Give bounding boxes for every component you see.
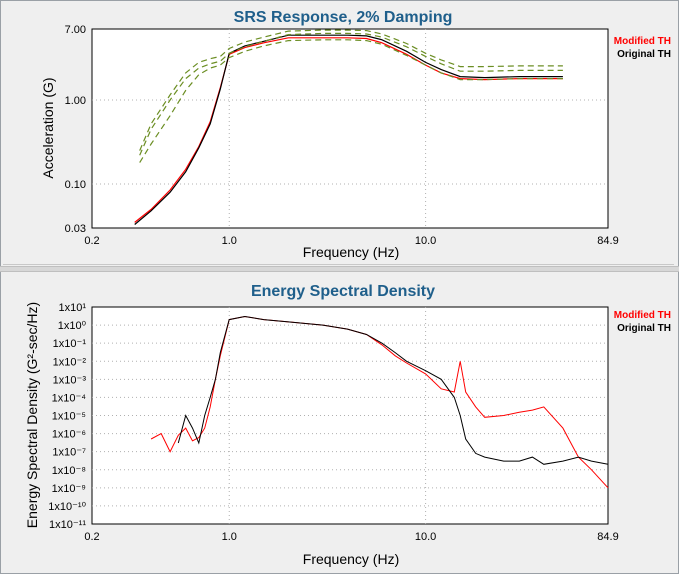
- y-tick-label: 0.10: [65, 179, 86, 191]
- x-axis-label: Frequency (Hz): [303, 551, 399, 567]
- y-axis-label: Energy Spectral Density (G²-sec/Hz): [24, 302, 40, 528]
- y-tick-label: 1x10⁻³: [53, 374, 87, 386]
- y-tick-label: 7.00: [65, 24, 86, 36]
- legend-original-th: Original TH: [617, 49, 671, 60]
- x-tick-label: 84.9: [597, 531, 618, 543]
- y-tick-label: 1x10¹: [58, 302, 86, 314]
- y-tick-label: 1x10⁰: [58, 320, 87, 332]
- y-tick-label: 0.03: [65, 223, 86, 235]
- x-tick-label: 10.0: [415, 531, 436, 543]
- y-tick-label: 1x10⁻⁴: [52, 392, 87, 404]
- y-ticks: 1x10¹ 1x10⁰ 1x10⁻¹ 1x10⁻² 1x10⁻³ 1x10⁻⁴ 1x10⁻⁵…: [48, 302, 86, 531]
- x-tick-label: 1.0: [222, 531, 237, 543]
- y-tick-label: 1x10⁻⁵: [52, 411, 86, 423]
- series-line-modified-th: [134, 37, 563, 223]
- esd-chart: Energy Spectral Density 1x10¹ 1x10⁰ 1x10⁻¹…: [24, 283, 671, 567]
- y-tick-label: 1.00: [65, 95, 86, 107]
- series-lines: [134, 29, 563, 225]
- series-line-original-th: [134, 34, 563, 225]
- srs-chart: SRS Response, 2% Damping 7.00 1.00 0.10 0.0…: [40, 9, 671, 260]
- x-tick-label: 1.0: [222, 235, 237, 247]
- chart-title: Energy Spectral Density: [251, 283, 435, 300]
- grid: [92, 307, 608, 524]
- esd-chart-panel: Energy Spectral Density 1x10¹ 1x10⁰ 1x10⁻¹…: [3, 272, 674, 570]
- y-tick-label: 1x10⁻⁶: [52, 429, 86, 441]
- y-tick-label: 1x10⁻²: [53, 356, 87, 368]
- series-line-bound-2: [139, 32, 563, 156]
- plot-area: [91, 306, 609, 525]
- y-tick-label: 1x10⁻¹: [53, 338, 87, 350]
- legend-modified-th: Modified TH: [614, 310, 671, 321]
- x-ticks: 0.2 1.0 10.0 84.9: [84, 531, 618, 543]
- legend-original-th: Original TH: [617, 323, 671, 334]
- series-line-bound-4: [139, 29, 563, 151]
- y-tick-label: 1x10⁻⁸: [52, 465, 86, 477]
- chart-title: SRS Response, 2% Damping: [234, 9, 453, 26]
- series-line-modified-th: [150, 315, 609, 489]
- x-tick-label: 84.9: [597, 235, 618, 247]
- panel-divider: [0, 266, 679, 272]
- y-tick-label: 1x10⁻⁷: [52, 447, 86, 459]
- srs-chart-panel: SRS Response, 2% Damping 7.00 1.00 0.10 0.0…: [3, 2, 674, 265]
- x-ticks: 0.2 1.0 10.0 84.9: [84, 235, 618, 247]
- x-tick-label: 0.2: [84, 235, 99, 247]
- series-line-bound-3: [139, 39, 563, 163]
- series-line-original-th: [177, 315, 609, 465]
- x-tick-label: 10.0: [415, 235, 436, 247]
- x-axis-label: Frequency (Hz): [303, 244, 399, 260]
- x-tick-label: 0.2: [84, 531, 99, 543]
- legend-modified-th: Modified TH: [614, 36, 671, 47]
- y-tick-label: 1x10⁻⁹: [52, 483, 86, 495]
- y-tick-label: 1x10⁻¹⁰: [48, 501, 86, 513]
- series-lines: [150, 315, 609, 489]
- plot-area: [91, 28, 609, 229]
- y-ticks: 7.00 1.00 0.10 0.03: [65, 24, 86, 235]
- y-tick-label: 1x10⁻¹¹: [49, 519, 86, 531]
- y-axis-label: Acceleration (G): [40, 77, 56, 178]
